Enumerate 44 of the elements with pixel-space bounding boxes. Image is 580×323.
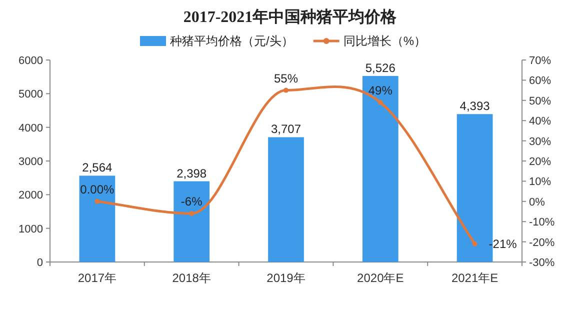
data-label: 55%: [274, 71, 298, 86]
data-label: 2,398: [176, 166, 207, 180]
bar: [79, 176, 116, 262]
y2-tick-label: 50%: [529, 95, 552, 108]
point: [189, 211, 194, 216]
bar: [268, 137, 304, 262]
y-tick-label: 6000: [18, 55, 43, 67]
point: [378, 100, 383, 105]
y2-tick-label: -10%: [529, 216, 555, 229]
legend-label: 种猪平均价格（元/头）: [170, 34, 294, 48]
x-tick-label: 2019年: [266, 271, 306, 285]
y-tick-label: 1000: [18, 223, 43, 236]
point: [94, 198, 100, 204]
y2-tick-label: 0%: [529, 196, 546, 208]
x-tick-label: 2018年: [172, 271, 211, 285]
data-label: 3,707: [270, 122, 302, 136]
x-tick-label: 2020年E: [357, 271, 404, 285]
y2-tick-label: 60%: [529, 75, 552, 88]
data-label: 0.00%: [80, 182, 115, 196]
y-tick-label: 4000: [18, 122, 43, 134]
data-label: 4,393: [460, 99, 490, 114]
y-tick-label: 5000: [18, 88, 43, 101]
y-tick-label: 2000: [18, 190, 43, 202]
y2-tick-label: 10%: [529, 176, 552, 188]
y2-tick-label: 40%: [529, 116, 552, 128]
point: [472, 241, 478, 246]
y2-tick-label: 20%: [529, 156, 552, 168]
point: [284, 88, 288, 93]
x-tick-label: 2017年: [78, 271, 117, 285]
data-label: 2,564: [82, 160, 113, 175]
data-label: 49%: [368, 83, 393, 98]
bar: [362, 76, 398, 262]
y-tick-label: 0: [36, 257, 43, 269]
legend-label: 同比增长（%）: [343, 34, 426, 48]
bar: [174, 181, 210, 262]
y2-tick-label: -20%: [529, 236, 555, 249]
y2-tick-label: 30%: [529, 136, 552, 148]
y2-tick-label: 70%: [529, 55, 552, 67]
y2-tick-label: -30%: [529, 257, 555, 269]
y-tick-label: 3000: [18, 156, 43, 168]
data-label: 5,526: [365, 60, 396, 75]
x-tick-label: 2021年E: [451, 271, 498, 285]
data-label: -6%: [180, 194, 203, 209]
chart-title: 2017-2021年中国种猪平均价格: [183, 8, 398, 26]
